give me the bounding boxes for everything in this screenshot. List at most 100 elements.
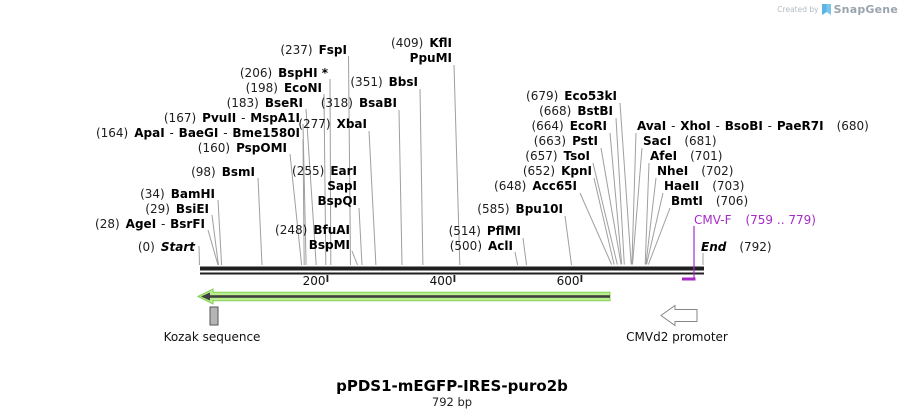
enzyme-name: BmtI — [671, 194, 703, 208]
ruler-tick — [453, 275, 456, 282]
site-connector-line — [348, 55, 351, 266]
site-label-bsmi[interactable]: (98) BsmI — [191, 165, 255, 180]
site-label-kfli[interactable]: (409) KflI PpuMI — [391, 36, 452, 66]
site-position: (351) — [350, 75, 383, 89]
enzyme-names: Start — [161, 240, 195, 254]
enzyme-name: Bme1580I — [232, 126, 300, 140]
site-label-bsphi[interactable]: (206) BspHI * — [240, 66, 328, 81]
site-label-bsabi[interactable]: (318) BsaBI — [321, 96, 397, 111]
site-position: (160) — [197, 141, 231, 155]
name-separator: - — [157, 217, 170, 231]
sequence-map-line-2 — [200, 272, 704, 275]
name-separator: - — [165, 126, 178, 140]
enzyme-names: PflMI — [487, 224, 521, 238]
enzyme-name: BbsI — [388, 75, 418, 89]
site-label-bfuai[interactable]: (248) BfuAI BspMI — [275, 223, 350, 253]
site-label-saci[interactable]: SacI (681) — [643, 134, 717, 149]
site-label-bamhi[interactable]: (34) BamHI — [140, 187, 215, 202]
site-label-bstbi[interactable]: (668) BstBI — [539, 104, 613, 119]
enzyme-names: PvuII - MspA1I — [202, 111, 300, 125]
enzyme-name: KflI — [429, 36, 452, 50]
enzyme-names: BspQI — [317, 194, 357, 208]
enzyme-name: BaeGI — [178, 126, 219, 140]
site-label-start[interactable]: (0) Start — [138, 240, 195, 255]
primer-bar[interactable] — [682, 277, 696, 281]
site-label-pvuii-mspa1i[interactable]: (167) PvuII - MspA1I — [164, 111, 300, 126]
site-connector-line — [257, 177, 263, 266]
kozak-sequence-box[interactable] — [209, 306, 219, 326]
site-connector-line — [217, 199, 223, 266]
site-label-agei-bsrfi[interactable]: (28) AgeI - BsrFI — [95, 217, 205, 232]
primer-label-cmv-f[interactable]: CMV-F (759 .. 779) — [694, 213, 816, 227]
ruler-number: 200 — [302, 274, 326, 288]
site-connector-line — [600, 147, 622, 265]
enzyme-name: XbaI — [336, 117, 367, 131]
cmvd2-promoter-arrow[interactable] — [660, 304, 698, 327]
site-label-acli[interactable]: (500) AclI — [450, 239, 513, 254]
site-label-econi[interactable]: (198) EcoNI — [246, 81, 322, 96]
site-position: (668) — [539, 104, 572, 118]
site-label-tsoi[interactable]: (657) TsoI — [525, 149, 590, 164]
site-label-xbai[interactable]: (277) XbaI — [298, 117, 367, 132]
site-connector-line — [398, 109, 403, 266]
enzyme-name: KpnI — [561, 164, 592, 178]
enzyme-name: BseRI — [264, 96, 303, 110]
enzyme-name: PvuII — [202, 111, 237, 125]
site-label-pflmi[interactable]: (514) PflMI — [449, 224, 521, 239]
enzyme-name: BspHI * — [278, 66, 328, 80]
site-position: (164) — [95, 126, 129, 140]
site-label-bseri[interactable]: (183) BseRI — [227, 96, 303, 111]
enzyme-name: BsoBI — [724, 119, 763, 133]
site-position: (277) — [298, 117, 331, 131]
site-label-ecori[interactable]: (664) EcoRI — [531, 119, 607, 134]
site-position: (28) — [95, 217, 120, 231]
plasmid-length: 792 bp — [431, 395, 473, 409]
site-label-acc65i[interactable]: (648) Acc65I — [494, 179, 577, 194]
enzyme-name: PstI — [572, 134, 598, 148]
site-connector-line — [453, 64, 461, 266]
enzyme-name: BsmI — [221, 165, 255, 179]
name-separator: - — [237, 111, 250, 125]
site-position: (34) — [140, 187, 165, 201]
site-position: (248) — [275, 223, 308, 237]
site-label-eari[interactable]: (255) EarI SapI BspQI — [292, 164, 357, 209]
site-connector-line — [646, 192, 664, 265]
site-label-fspi[interactable]: (237) FspI — [280, 43, 347, 58]
site-label-haeii[interactable]: HaeII (703) — [664, 179, 745, 194]
name-separator: - — [711, 119, 724, 133]
enzyme-name: EcoNI — [283, 81, 322, 95]
site-label-psti[interactable]: (663) PstI — [534, 134, 598, 149]
enzyme-name: BstBI — [577, 104, 613, 118]
site-label-pspomi[interactable]: (160) PspOMI — [198, 141, 287, 156]
ruler-tick — [326, 275, 329, 282]
site-label-avai-xhoi-bsobi-paer7i[interactable]: AvaI - XhoI - BsoBI - PaeR7I (680) — [637, 119, 869, 134]
site-connector-line — [302, 138, 305, 266]
enzyme-name: ApaI — [134, 126, 165, 140]
enzyme-names: BsmI — [222, 165, 255, 179]
enzyme-names: Eco53kI — [564, 89, 617, 103]
enzyme-name: BsrFI — [170, 217, 205, 231]
site-label-end[interactable]: End (792) — [701, 240, 772, 255]
site-position: (648) — [494, 179, 527, 193]
cmvd2-promoter-label[interactable]: CMVd2 promoter — [626, 330, 728, 344]
enzyme-names: ApaI - BaeGI - Bme1580I — [134, 126, 300, 140]
site-connector-line — [419, 88, 424, 266]
site-label-afei[interactable]: AfeI (701) — [650, 149, 722, 164]
site-label-bpu10i[interactable]: (585) Bpu10I — [477, 202, 563, 217]
site-label-bsiei[interactable]: (29) BsiEI — [145, 202, 209, 217]
site-position: (500) — [449, 239, 483, 253]
site-label-kpni[interactable]: (652) KpnI — [523, 164, 592, 179]
site-label-nhei[interactable]: NheI (702) — [657, 164, 733, 179]
site-label-eco53ki[interactable]: (679) Eco53kI — [526, 89, 617, 104]
site-label-bmti[interactable]: BmtI (706) — [671, 194, 748, 209]
enzyme-name: BsaBI — [359, 96, 397, 110]
ruler-number: 400 — [429, 274, 453, 288]
kozak-sequence-label[interactable]: Kozak sequence — [163, 330, 261, 344]
site-connector-line — [305, 108, 317, 266]
enzyme-name: Acc65I — [532, 179, 577, 193]
site-position: (318) — [320, 96, 353, 110]
site-label-apai-baegi-bme1580i[interactable]: (164) ApaI - BaeGI - Bme1580I — [96, 126, 300, 141]
enzyme-name: FspI — [318, 43, 347, 57]
site-label-bbsi[interactable]: (351) BbsI — [350, 75, 418, 90]
enzyme-name: PflMI — [486, 224, 521, 238]
